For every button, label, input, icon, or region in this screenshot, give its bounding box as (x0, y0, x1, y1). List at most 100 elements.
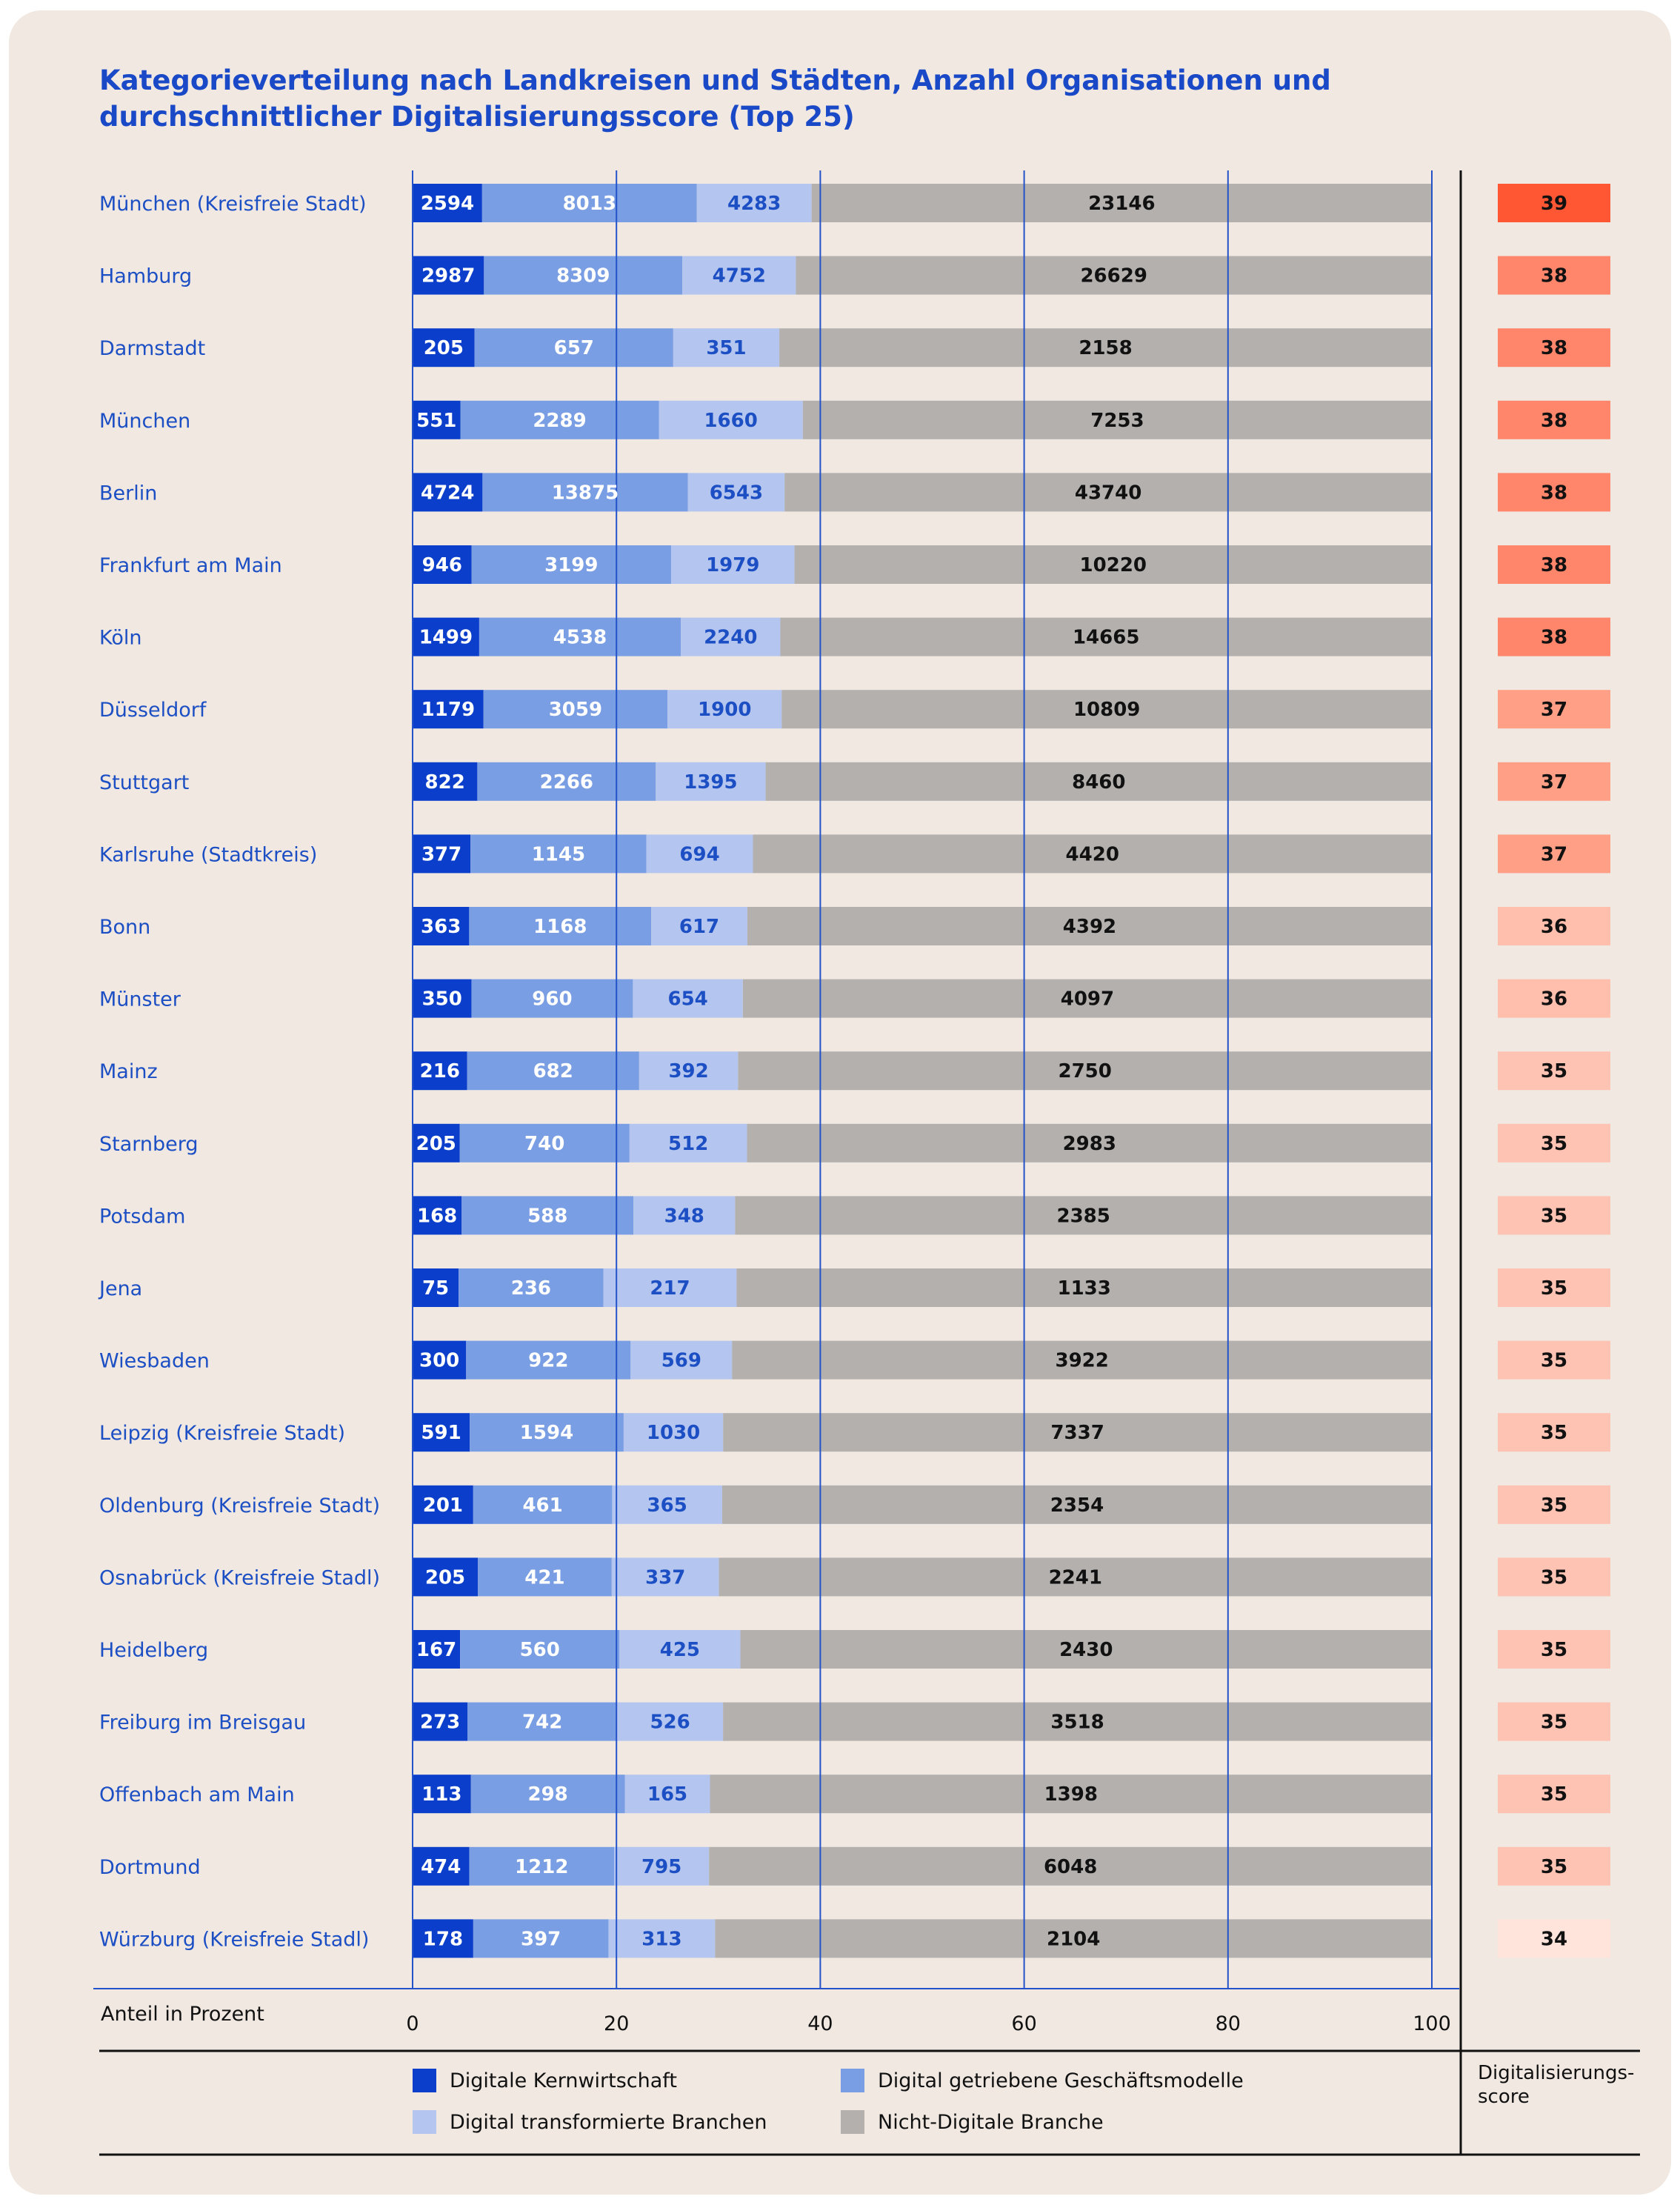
bar-value-label: 1660 (704, 410, 757, 432)
bar-value-label: 7337 (1050, 1422, 1104, 1444)
legend-swatch (841, 2110, 864, 2134)
bar-segment (474, 328, 673, 368)
score-badge (1498, 1919, 1610, 1958)
score-value: 35 (1541, 1856, 1567, 1878)
chart-card (9, 10, 1671, 2195)
legend-label: Digitale Kernwirtschaft (450, 2069, 677, 2092)
bar-value-label: 6048 (1044, 1856, 1097, 1878)
bar-segment (735, 1196, 1432, 1235)
score-badge (1498, 762, 1610, 801)
bar-segment (780, 617, 1432, 656)
bar-segment (623, 1413, 724, 1452)
labels-group: München (Kreisfreie Stadt) 2594 8013 4283 23… (98, 193, 1567, 2035)
score-value: 35 (1541, 1494, 1567, 1517)
score-badge (1498, 1775, 1610, 1814)
row-label: Düsseldorf (99, 699, 207, 722)
bar-value-label: 1179 (421, 699, 475, 721)
bar-segment (413, 473, 483, 512)
bar-value-label: 2987 (421, 265, 475, 287)
bar-segment (470, 1775, 625, 1814)
bar-value-label: 1979 (706, 554, 759, 576)
bar-segment (413, 256, 484, 295)
bar-value-label: 205 (425, 1566, 465, 1589)
bar-segment (469, 907, 652, 945)
bar-value-label: 588 (527, 1205, 567, 1227)
row-label: München (99, 410, 190, 433)
row-label: Dortmund (99, 1856, 201, 1879)
bar-value-label: 6543 (710, 482, 763, 504)
bar-value-label: 10809 (1073, 699, 1140, 721)
bar-segment (469, 1846, 615, 1886)
bar-segment (413, 762, 478, 801)
score-value: 35 (1541, 1783, 1567, 1806)
bar-value-label: 3922 (1055, 1350, 1108, 1372)
bar-segment (682, 256, 796, 295)
bar-segment (484, 256, 683, 295)
row-label: Freiburg im Breisgau (99, 1712, 306, 1735)
score-value: 36 (1541, 988, 1567, 1011)
bar-value-label: 2241 (1049, 1566, 1102, 1589)
row-label: Karlsruhe (Stadtkreis) (99, 843, 317, 866)
x-tick-label: 100 (1413, 2012, 1451, 2035)
row-label: Berlin (99, 482, 157, 505)
bar-value-label: 1168 (533, 916, 587, 938)
bar-value-label: 1133 (1058, 1277, 1111, 1300)
bar-value-label: 8309 (556, 265, 610, 287)
bar-value-label: 23146 (1088, 193, 1155, 215)
bar-segment (723, 1413, 1432, 1452)
x-tick-label: 60 (1011, 2012, 1036, 2035)
bars-group (413, 184, 1610, 1958)
score-badge (1498, 907, 1610, 945)
bar-segment (639, 1051, 739, 1091)
bar-value-label: 2430 (1059, 1639, 1113, 1661)
score-column-title: Digitalisierungs- score (1478, 2062, 1635, 2108)
row-label: Mainz (99, 1060, 158, 1083)
bar-value-label: 526 (650, 1712, 690, 1734)
bar-segment (612, 1485, 722, 1524)
bar-segment (723, 1702, 1432, 1741)
row-label: Potsdam (99, 1205, 185, 1228)
bar-segment (413, 834, 471, 874)
bar-value-label: 4752 (713, 265, 766, 287)
row-label: Frankfurt am Main (99, 554, 282, 577)
row-label: Darmstadt (99, 337, 205, 360)
bar-segment (413, 1123, 460, 1163)
bar-segment (482, 473, 688, 512)
bar-segment (617, 1702, 724, 1741)
bar-segment (747, 1123, 1432, 1163)
bar-segment (413, 690, 484, 729)
score-value: 37 (1541, 843, 1567, 865)
bar-segment (719, 1557, 1432, 1597)
row-label: Starnberg (99, 1133, 199, 1156)
bar-value-label: 2750 (1058, 1060, 1111, 1082)
bar-segment (802, 400, 1432, 439)
bar-segment (413, 545, 472, 584)
bar-segment (696, 184, 812, 222)
bar-segment (478, 1557, 612, 1597)
bar-segment (467, 1051, 639, 1091)
score-value: 37 (1541, 771, 1567, 794)
score-value: 35 (1541, 1422, 1567, 1444)
bar-segment (483, 690, 668, 729)
legend-label: Nicht-Digitale Branche (878, 2110, 1104, 2134)
bar-value-label: 922 (528, 1350, 568, 1372)
score-badge (1498, 328, 1610, 368)
score-badge (1498, 545, 1610, 584)
bar-segment (413, 617, 479, 656)
bar-segment (624, 1775, 710, 1814)
score-value: 35 (1541, 1060, 1567, 1082)
score-badge (1498, 1123, 1610, 1163)
bar-segment (673, 328, 780, 368)
bar-value-label: 43740 (1075, 482, 1141, 504)
legend-item-nicht-digital: Nicht-Digitale Branche (841, 2110, 1104, 2134)
bar-value-label: 8460 (1072, 771, 1125, 794)
bar-segment (779, 328, 1432, 368)
bar-value-label: 205 (424, 337, 464, 359)
bar-segment (633, 979, 743, 1018)
score-badge (1498, 473, 1610, 512)
score-badge (1498, 1196, 1610, 1235)
bar-value-label: 4097 (1061, 988, 1114, 1011)
score-value: 35 (1541, 1566, 1567, 1589)
bar-segment (811, 184, 1432, 222)
bar-value-label: 1212 (515, 1856, 568, 1878)
